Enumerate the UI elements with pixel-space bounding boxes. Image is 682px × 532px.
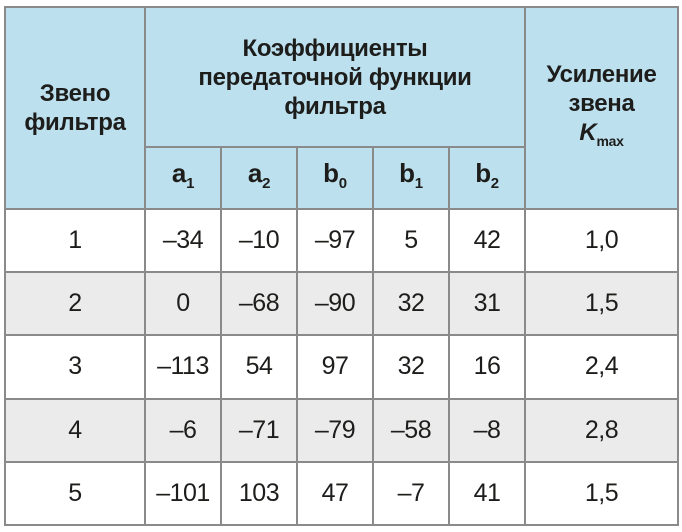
header-gain: Усиление звена Kmax bbox=[524, 6, 680, 210]
cell-a1: –34 bbox=[144, 207, 222, 274]
cell-a1: –113 bbox=[144, 334, 222, 400]
cell-b1: –58 bbox=[372, 397, 450, 463]
header-a1: a1 bbox=[144, 146, 222, 210]
table-row: 4 –6 –71 –79 –58 –8 2,8 bbox=[4, 397, 680, 463]
header-gain-symbol: Kmax bbox=[579, 119, 624, 149]
cell-b1: 32 bbox=[372, 271, 450, 337]
cell-gain: 2,8 bbox=[524, 397, 680, 463]
cell-stage: 3 bbox=[4, 334, 146, 400]
cell-b2: 42 bbox=[447, 207, 527, 274]
cell-a1: 0 bbox=[144, 271, 222, 337]
cell-a2: –68 bbox=[220, 271, 298, 337]
cell-stage: 1 bbox=[4, 207, 146, 274]
table-row: 5 –101 103 47 –7 41 1,5 bbox=[4, 460, 680, 527]
cell-b2: 16 bbox=[447, 334, 527, 400]
header-b1: b1 bbox=[372, 146, 450, 210]
header-coeffs-line-1: Коэффициенты bbox=[242, 34, 428, 62]
header-gain-line-2: звена bbox=[568, 90, 635, 117]
cell-b1: 5 bbox=[372, 207, 450, 274]
cell-gain: 1,5 bbox=[524, 460, 680, 527]
cell-a2: 103 bbox=[220, 460, 298, 527]
cell-gain: 1,5 bbox=[524, 271, 680, 337]
cell-b2: 31 bbox=[447, 271, 527, 337]
cell-b1: 32 bbox=[372, 334, 450, 400]
header-coefficients: Коэффициенты передаточной функции фильтр… bbox=[143, 6, 527, 148]
cell-b2: –8 bbox=[447, 397, 527, 463]
table-row: 3 –113 54 97 32 16 2,4 bbox=[4, 334, 680, 400]
header-stage-line-2: фильтра bbox=[24, 109, 126, 136]
cell-stage: 5 bbox=[4, 460, 146, 527]
header-stage: Звено фильтра bbox=[4, 6, 146, 210]
header-coeffs-line-3: фильтра bbox=[284, 92, 386, 120]
header-a2: a2 bbox=[220, 146, 298, 210]
filter-coefficients-table: Звено фильтра Коэффициенты передаточной … bbox=[4, 6, 680, 527]
cell-a2: 54 bbox=[220, 334, 298, 400]
table-row: 1 –34 –10 –97 5 42 1,0 bbox=[4, 207, 680, 274]
cell-stage: 2 bbox=[4, 271, 146, 337]
cell-a2: –71 bbox=[220, 397, 298, 463]
header-b0: b0 bbox=[296, 146, 374, 210]
cell-b0: –90 bbox=[296, 271, 374, 337]
header-b2: b2 bbox=[447, 146, 527, 210]
header-coeffs-line-2: передаточной функции bbox=[198, 63, 472, 91]
cell-b0: –79 bbox=[296, 397, 374, 463]
cell-b0: –97 bbox=[296, 207, 374, 274]
cell-gain: 1,0 bbox=[524, 207, 680, 274]
cell-a2: –10 bbox=[220, 207, 298, 274]
cell-b0: 97 bbox=[296, 334, 374, 400]
table-row: 2 0 –68 –90 32 31 1,5 bbox=[4, 271, 680, 337]
cell-b0: 47 bbox=[296, 460, 374, 527]
cell-stage: 4 bbox=[4, 397, 146, 463]
header-stage-line-1: Звено bbox=[39, 80, 111, 107]
cell-a1: –101 bbox=[144, 460, 222, 527]
cell-b2: 41 bbox=[447, 460, 527, 527]
cell-b1: –7 bbox=[372, 460, 450, 527]
cell-a1: –6 bbox=[144, 397, 222, 463]
cell-gain: 2,4 bbox=[524, 334, 680, 400]
header-gain-line-1: Усиление bbox=[546, 61, 657, 88]
